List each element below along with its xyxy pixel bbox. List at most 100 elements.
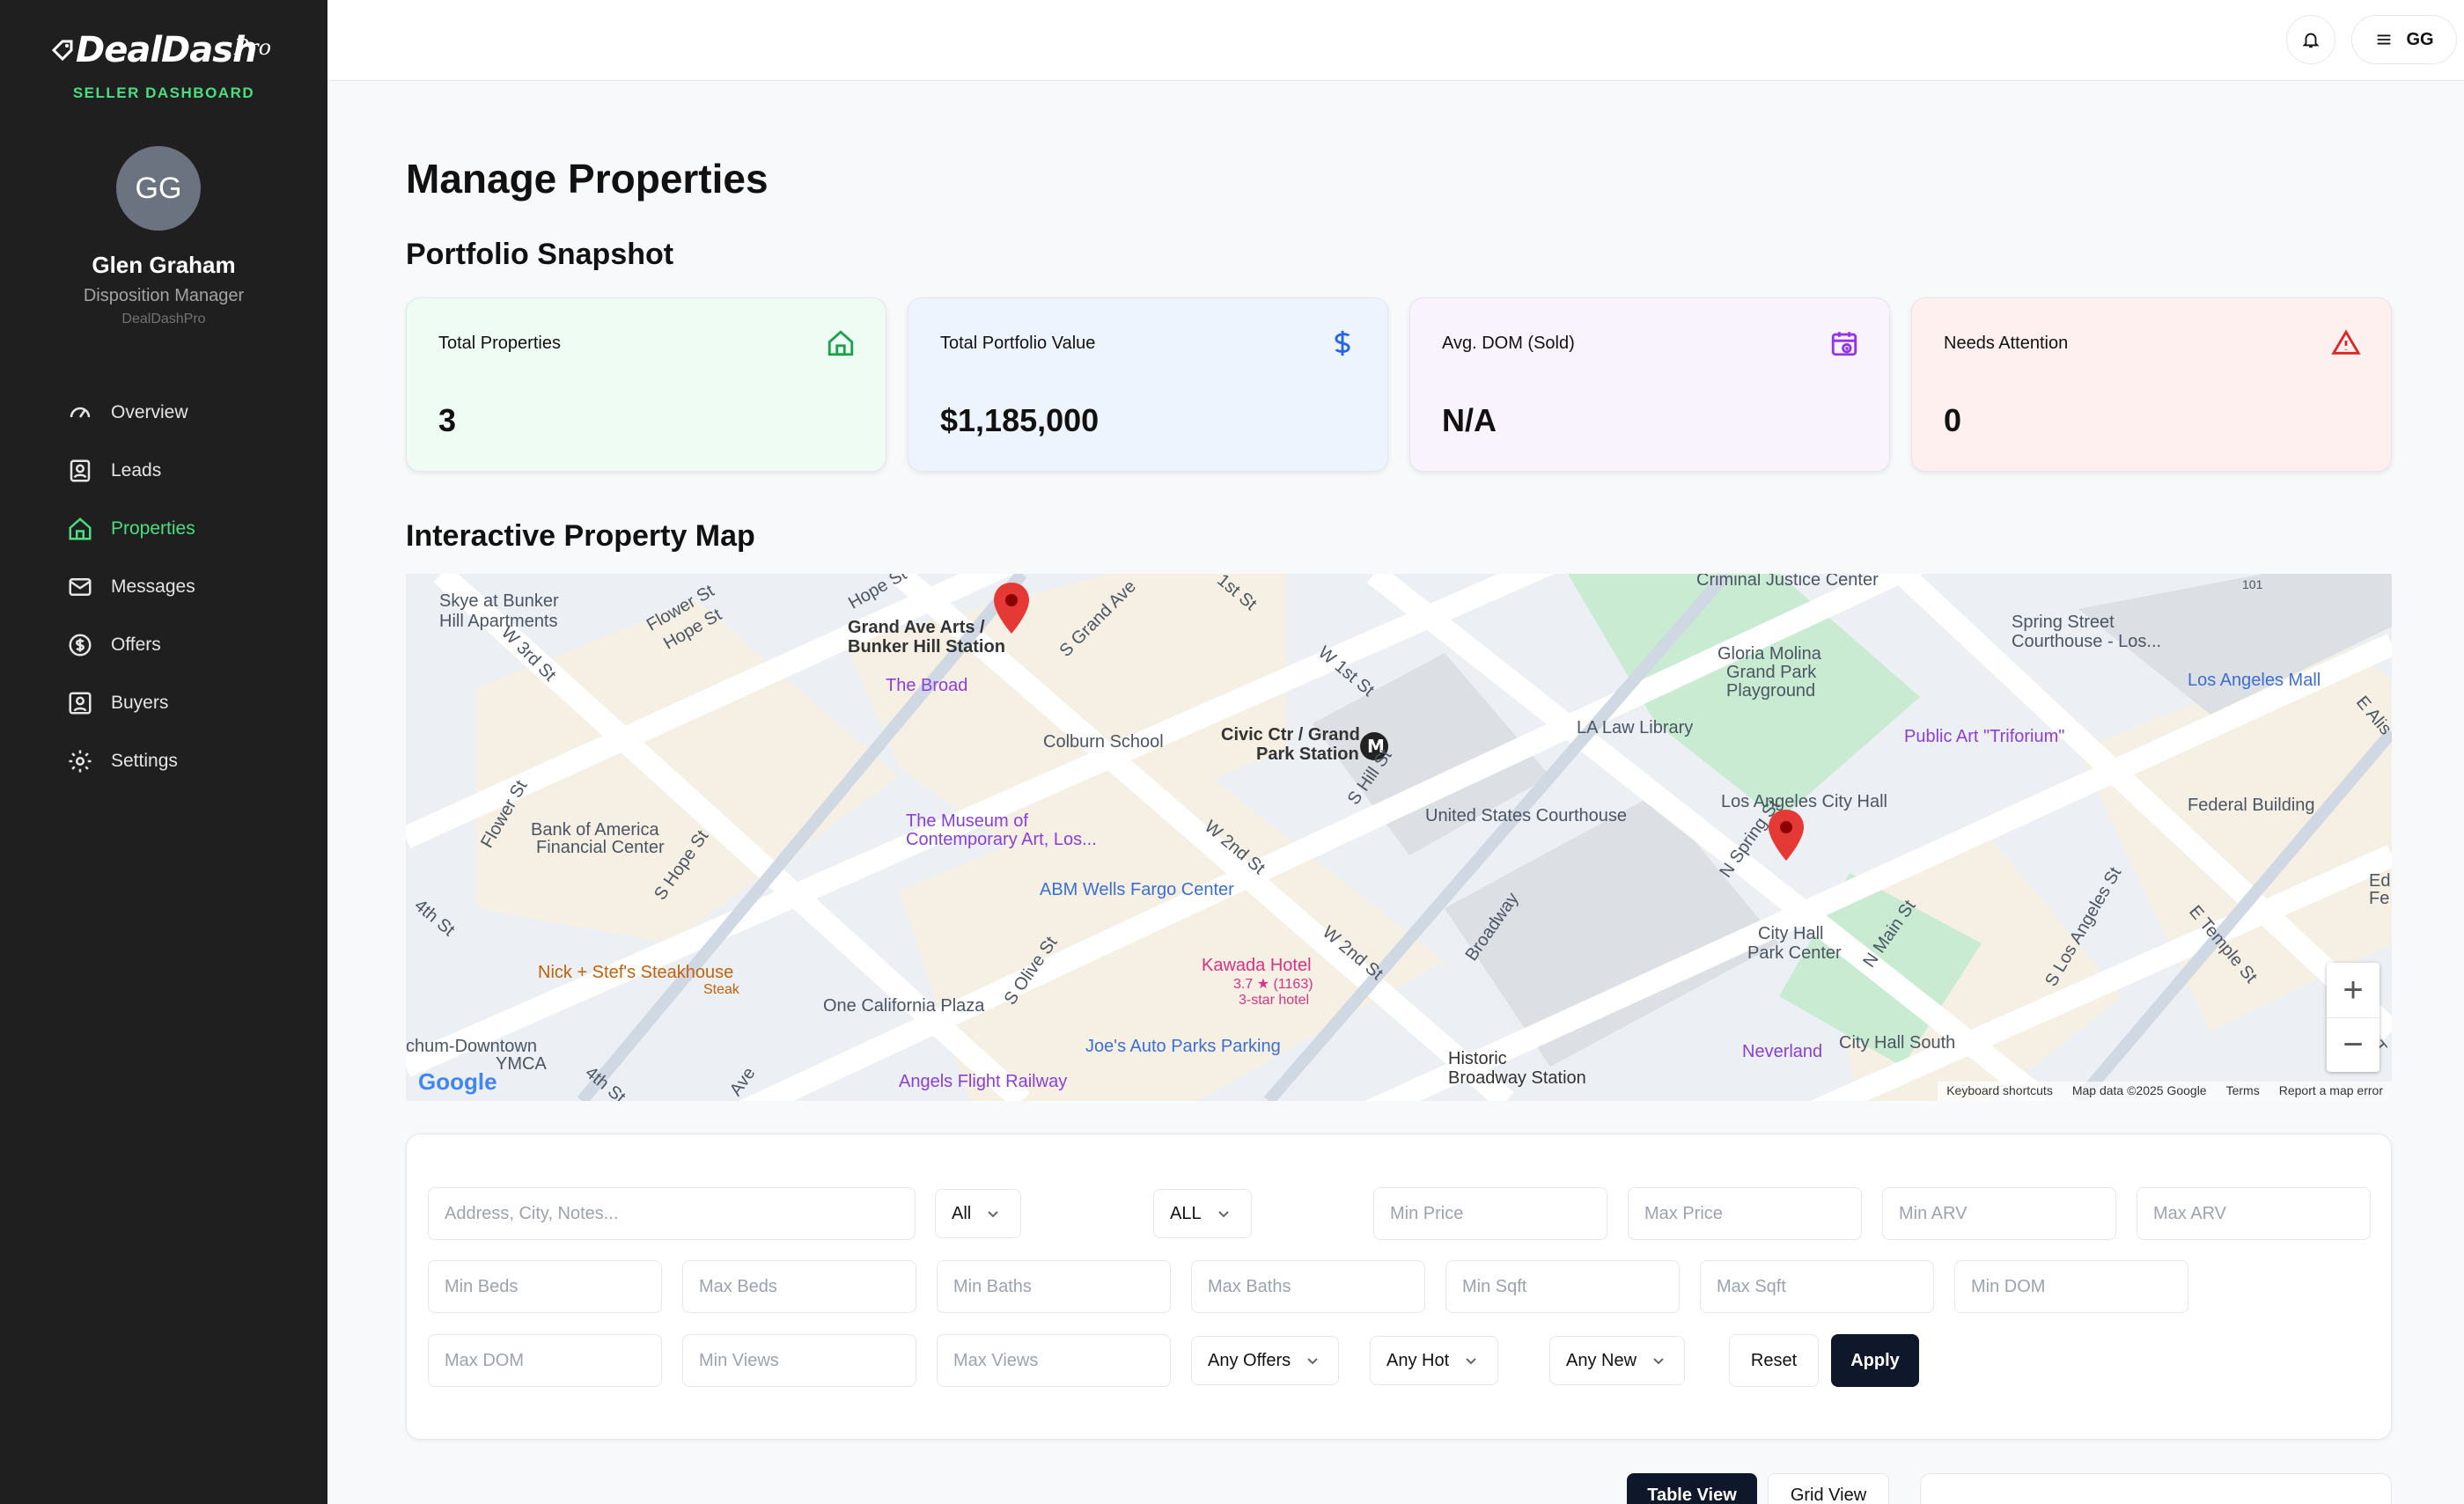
max-arv-input[interactable]: Max ARV bbox=[2137, 1187, 2371, 1240]
map-label: Los Angeles Mall bbox=[2188, 671, 2321, 690]
stat-card-avg-dom: Avg. DOM (Sold) N/A bbox=[1409, 297, 1890, 472]
min-price-input[interactable]: Min Price bbox=[1373, 1187, 1607, 1240]
map-label: Financial Center bbox=[536, 838, 665, 857]
map-label: City Hall South bbox=[1839, 1033, 1956, 1053]
property-marker[interactable] bbox=[1769, 810, 1804, 861]
mail-icon bbox=[69, 578, 92, 596]
offers-select[interactable]: Any Offers bbox=[1191, 1336, 1339, 1385]
user-name: Glen Graham bbox=[92, 252, 236, 278]
new-select[interactable]: Any New bbox=[1549, 1336, 1685, 1385]
card-value: 3 bbox=[438, 402, 457, 438]
map-label: Courthouse - Los... bbox=[2012, 632, 2162, 651]
map-label: Colburn School bbox=[1043, 732, 1164, 752]
sidebar-nav: Overview Leads Properties Messages Offer… bbox=[67, 384, 195, 790]
min-beds-input[interactable]: Min Beds bbox=[428, 1260, 662, 1313]
card-label: Total Portfolio Value bbox=[940, 334, 1096, 353]
map-label: Angels Flight Railway bbox=[899, 1072, 1068, 1091]
sidebar: DealDash Pro SELLER DASHBOARD GG Glen Gr… bbox=[0, 0, 327, 1504]
dashboard-subtitle: SELLER DASHBOARD bbox=[72, 84, 255, 101]
property-map[interactable]: M Skye at Bunker Hill Apartments Flower S… bbox=[406, 574, 2392, 1101]
nav-item-offers[interactable]: Offers bbox=[67, 616, 195, 674]
search-input[interactable]: Address, City, Notes... bbox=[428, 1187, 916, 1240]
max-views-input[interactable]: Max Views bbox=[937, 1334, 1171, 1387]
map-title: Interactive Property Map bbox=[406, 519, 755, 553]
max-dom-input[interactable]: Max DOM bbox=[428, 1334, 662, 1387]
page-title: Manage Properties bbox=[406, 156, 769, 202]
nav-item-leads[interactable]: Leads bbox=[67, 442, 195, 500]
stat-card-portfolio-value: Total Portfolio Value $1,185,000 bbox=[908, 297, 1388, 472]
user-org: DealDashPro bbox=[121, 312, 206, 326]
card-value: $1,185,000 bbox=[940, 402, 1100, 438]
contact-icon bbox=[70, 459, 91, 482]
nav-item-overview[interactable]: Overview bbox=[67, 384, 195, 442]
svg-text:M: M bbox=[1367, 736, 1385, 757]
map-label: Playground bbox=[1726, 681, 1816, 701]
nav-label: Leads bbox=[111, 460, 162, 481]
map-label: Park Station bbox=[1256, 745, 1359, 764]
map-label: Criminal Justice Center bbox=[1696, 574, 1879, 590]
type-select[interactable]: ALL bbox=[1153, 1189, 1252, 1238]
zoom-out-button[interactable]: − bbox=[2327, 1017, 2379, 1072]
status-select[interactable]: All bbox=[935, 1189, 1021, 1238]
nav-label: Overview bbox=[111, 402, 188, 422]
max-sqft-input[interactable]: Max Sqft bbox=[1700, 1260, 1934, 1313]
notifications-button[interactable] bbox=[2286, 15, 2335, 64]
min-dom-input[interactable]: Min DOM bbox=[1954, 1260, 2188, 1313]
nav-item-messages[interactable]: Messages bbox=[67, 558, 195, 616]
reset-button[interactable]: Reset bbox=[1729, 1334, 1819, 1387]
nav-label: Offers bbox=[111, 635, 161, 655]
hamburger-icon bbox=[2378, 34, 2391, 45]
report-map-error-link[interactable]: Report a map error bbox=[2278, 1083, 2383, 1097]
zoom-in-button[interactable]: + bbox=[2343, 970, 2364, 1009]
map-label: Federal Building bbox=[2188, 796, 2315, 815]
tag-icon bbox=[51, 40, 73, 62]
logo-suffix: Pro bbox=[234, 35, 272, 60]
map-label: Bank of America bbox=[531, 820, 659, 840]
new-select-value: Any New bbox=[1566, 1350, 1637, 1370]
map-label: Grand Ave Arts / bbox=[848, 618, 985, 637]
property-marker[interactable] bbox=[994, 583, 1029, 634]
min-views-input[interactable]: Min Views bbox=[682, 1334, 916, 1387]
map-label: Civic Ctr / Grand bbox=[1221, 725, 1360, 745]
map-label: Public Art "Triforium" bbox=[1904, 727, 2065, 746]
map-label: YMCA bbox=[496, 1054, 547, 1074]
hot-select-value: Any Hot bbox=[1386, 1350, 1450, 1370]
card-value: 0 bbox=[1944, 402, 1962, 438]
terms-link[interactable]: Terms bbox=[2225, 1083, 2260, 1097]
top-bar: GG bbox=[327, 0, 2464, 81]
dollar-circle-icon bbox=[69, 634, 92, 657]
map-label: Contemporary Art, Los... bbox=[906, 830, 1097, 849]
min-baths-input[interactable]: Min Baths bbox=[937, 1260, 1171, 1313]
snapshot-title: Portfolio Snapshot bbox=[406, 238, 674, 271]
nav-item-settings[interactable]: Settings bbox=[67, 732, 195, 790]
map-label: Neverland bbox=[1742, 1042, 1823, 1061]
hot-select[interactable]: Any Hot bbox=[1370, 1336, 1498, 1385]
chevron-down-icon bbox=[1653, 1358, 1664, 1365]
nav-item-properties[interactable]: Properties bbox=[67, 500, 195, 558]
map-data-text: Map data ©2025 Google bbox=[2071, 1083, 2207, 1097]
card-label: Total Properties bbox=[438, 334, 561, 353]
gear-icon bbox=[69, 750, 92, 773]
map-label: The Broad bbox=[886, 676, 968, 695]
logo[interactable]: DealDash Pro bbox=[51, 30, 271, 74]
table-view-button[interactable]: Table View bbox=[1627, 1473, 1757, 1504]
max-baths-input[interactable]: Max Baths bbox=[1191, 1260, 1425, 1313]
type-select-value: ALL bbox=[1170, 1203, 1202, 1223]
max-beds-input[interactable]: Max Beds bbox=[682, 1260, 916, 1313]
min-sqft-input[interactable]: Min Sqft bbox=[1445, 1260, 1680, 1313]
chevron-down-icon bbox=[1217, 1211, 1229, 1218]
map-label: City Hall bbox=[1758, 924, 1824, 943]
map-label: Broadway Station bbox=[1448, 1068, 1586, 1088]
google-logo: Google bbox=[418, 1068, 497, 1096]
zoom-controls: + − bbox=[2327, 963, 2379, 1072]
user-initials: GG bbox=[2406, 29, 2434, 49]
max-price-input[interactable]: Max Price bbox=[1628, 1187, 1862, 1240]
keyboard-shortcuts-link[interactable]: Keyboard shortcuts bbox=[1946, 1083, 2053, 1097]
user-menu-button[interactable]: GG bbox=[2351, 15, 2457, 64]
nav-item-buyers[interactable]: Buyers bbox=[67, 674, 195, 732]
highway-shield: 101 bbox=[2242, 577, 2263, 591]
grid-view-button[interactable]: Grid View bbox=[1768, 1473, 1889, 1504]
min-arv-input[interactable]: Min ARV bbox=[1882, 1187, 2116, 1240]
map-label: ABM Wells Fargo Center bbox=[1040, 880, 1234, 899]
apply-button[interactable]: Apply bbox=[1831, 1334, 1919, 1387]
